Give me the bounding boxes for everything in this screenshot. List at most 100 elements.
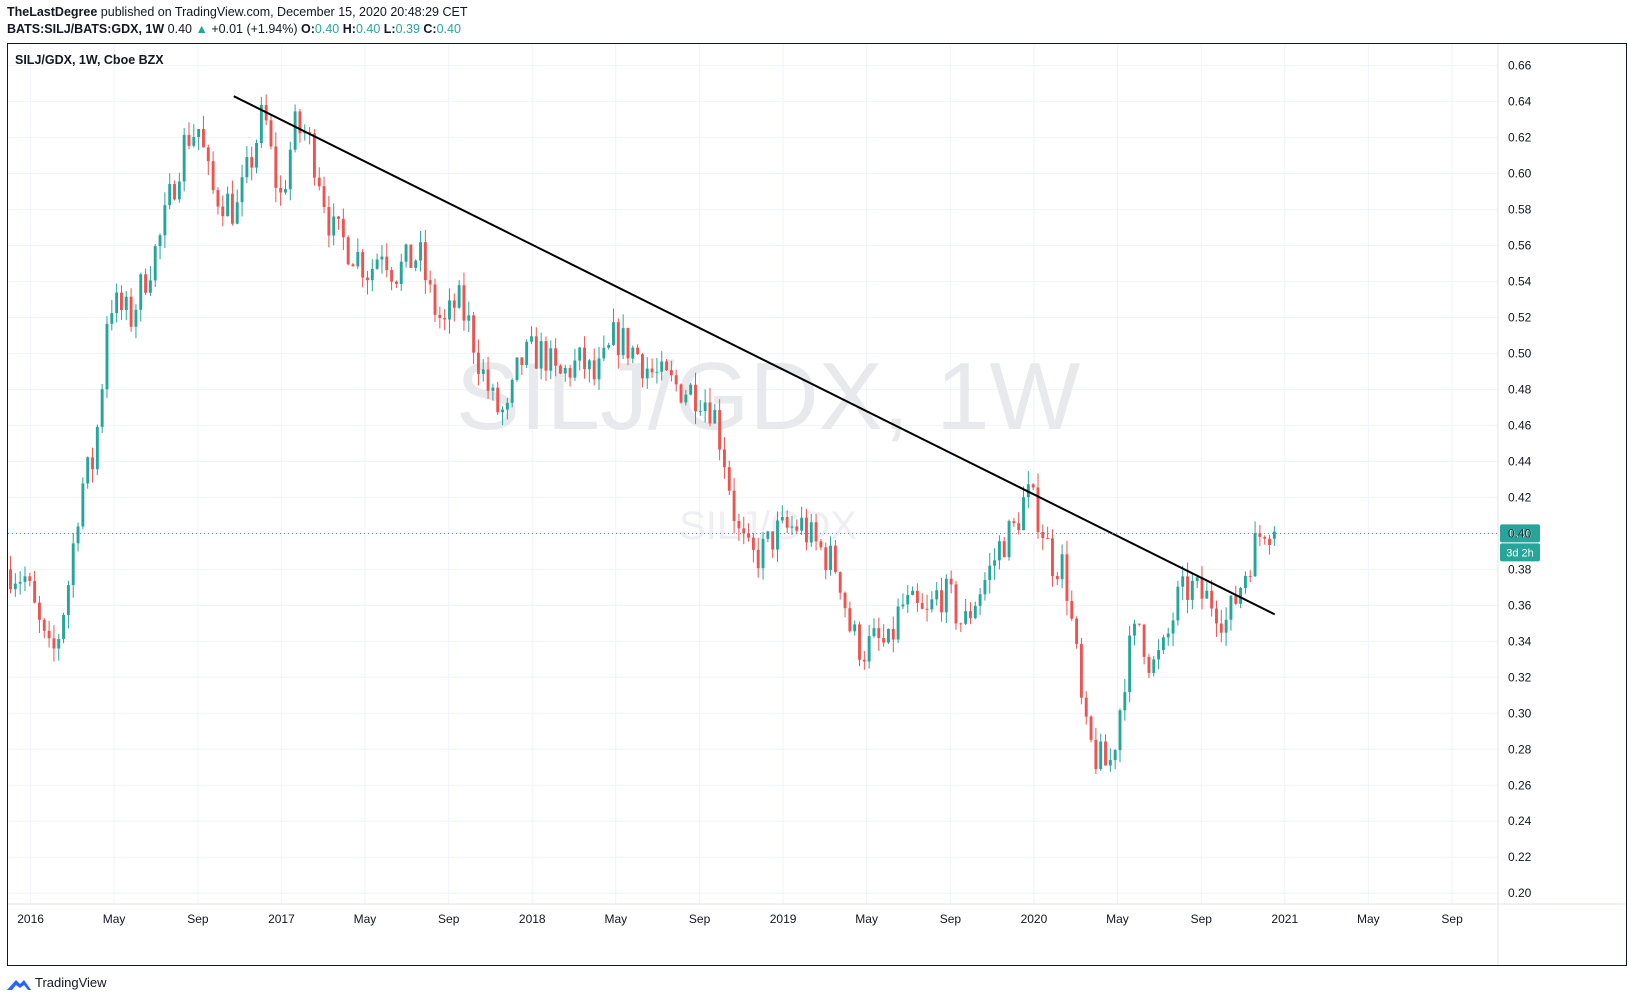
candle-down [674, 369, 678, 392]
candle-down [120, 285, 123, 320]
candle-body [375, 259, 379, 269]
candle-body [115, 292, 119, 314]
candle-up [1007, 519, 1011, 561]
candle-down [452, 293, 456, 322]
price-axis[interactable]: 0.66 0.64 0.62 0.60 0.58 0.56 0.54 0.52 0.50 0.48… [1497, 44, 1532, 966]
candle-up [226, 186, 230, 217]
candle-down [558, 364, 562, 375]
y-tick-label: 0.28 [1508, 742, 1532, 756]
candle-down [742, 516, 746, 545]
candle-up [95, 424, 99, 476]
candle-down [250, 146, 254, 181]
candle-down [317, 167, 321, 191]
candle-body [423, 242, 427, 281]
candle-down [9, 556, 12, 594]
candle-body [341, 218, 345, 238]
close-value: 0.40 [436, 22, 461, 36]
candle-down [38, 595, 41, 634]
candle-body [1094, 739, 1098, 770]
candle-body [86, 457, 90, 484]
candle-up [139, 272, 143, 322]
candle-down [1031, 483, 1035, 491]
candle-up [631, 345, 635, 364]
author-name[interactable]: TheLastDegree [7, 5, 98, 19]
candle-body [805, 517, 808, 543]
price-chart[interactable]: SILJ/GDX, 1W SILJ/GDX 0.40 3d 2h 0.66 0.64… [8, 44, 1627, 966]
candle-up [284, 179, 287, 195]
candle-body [920, 602, 924, 609]
x-tick-label: May [1106, 912, 1129, 926]
x-tick-label: May [604, 912, 627, 926]
candle-body [1055, 576, 1059, 580]
candle-up [988, 552, 992, 594]
last-price: 0.40 [167, 22, 193, 36]
candle-down [833, 539, 837, 574]
candle-body [322, 186, 326, 208]
tradingview-brand[interactable]: TradingView [35, 975, 107, 990]
countdown-badge [1500, 543, 1540, 562]
candle-down [221, 195, 225, 227]
candle-down [476, 339, 480, 386]
candle-body [312, 133, 316, 178]
candle-body [935, 590, 939, 600]
x-tick-label: Sep [1191, 912, 1213, 926]
trendline-layer[interactable] [233, 95, 1276, 616]
candle-up [370, 259, 374, 292]
candle-body [197, 128, 201, 138]
candle-up [1205, 582, 1209, 599]
candle-down [814, 513, 818, 551]
candle-up [698, 400, 702, 416]
candle-down [1036, 473, 1040, 539]
candle-down [843, 591, 847, 618]
candle-body [747, 533, 751, 538]
candle-body [887, 628, 890, 643]
candle-body [1070, 600, 1074, 619]
candle-up [809, 514, 813, 547]
candle-down [858, 621, 861, 667]
candle-body [153, 246, 157, 281]
candle-body [293, 111, 297, 150]
candle-up [1195, 574, 1199, 588]
chart-area[interactable]: SILJ/GDX, 1W SILJ/GDX 0.40 3d 2h 0.66 0.64… [7, 43, 1627, 966]
candle-body [23, 576, 27, 582]
candle-body [631, 347, 635, 359]
candle-body [1176, 586, 1180, 621]
candle-up [448, 288, 451, 334]
candle-body [317, 177, 321, 187]
candle-down [940, 577, 943, 622]
candle-up [419, 231, 422, 272]
up-arrow-icon: ▲ [195, 22, 208, 36]
candle-body [1253, 533, 1257, 577]
candle-down [862, 651, 866, 670]
candle-down [390, 267, 394, 291]
candle-up [911, 586, 915, 596]
y-tick-label: 0.20 [1508, 886, 1532, 900]
candle-body [915, 590, 919, 603]
candle-body [1075, 618, 1079, 644]
candle-up [930, 591, 934, 613]
candle-body [694, 384, 697, 412]
candle-body [255, 142, 258, 168]
x-tick-label: Sep [689, 912, 711, 926]
candle-body [1051, 538, 1054, 577]
candle-down [1046, 526, 1050, 540]
candle-body [1002, 541, 1006, 558]
candle-down [187, 122, 191, 150]
candle-body [997, 541, 1001, 561]
chart-legend[interactable]: SILJ/GDX, 1W, Cboe BZX [15, 53, 164, 67]
candle-down [771, 531, 775, 558]
time-axis[interactable]: 2016 May Sep 2017 May Sep 2018 May Sep 2019 May Sep… [8, 903, 1627, 926]
candle-body [882, 638, 886, 643]
candle-down [52, 625, 56, 662]
candle-body [221, 206, 225, 217]
candle-body [969, 611, 972, 619]
candle-body [901, 604, 905, 607]
candle-up [163, 192, 167, 249]
candle-up [124, 291, 128, 321]
candle-body [472, 315, 476, 353]
trendline[interactable] [233, 95, 1276, 616]
candle-body [129, 296, 133, 327]
candle-up [168, 173, 172, 210]
candle-body [795, 526, 799, 531]
candle-body [100, 389, 104, 427]
